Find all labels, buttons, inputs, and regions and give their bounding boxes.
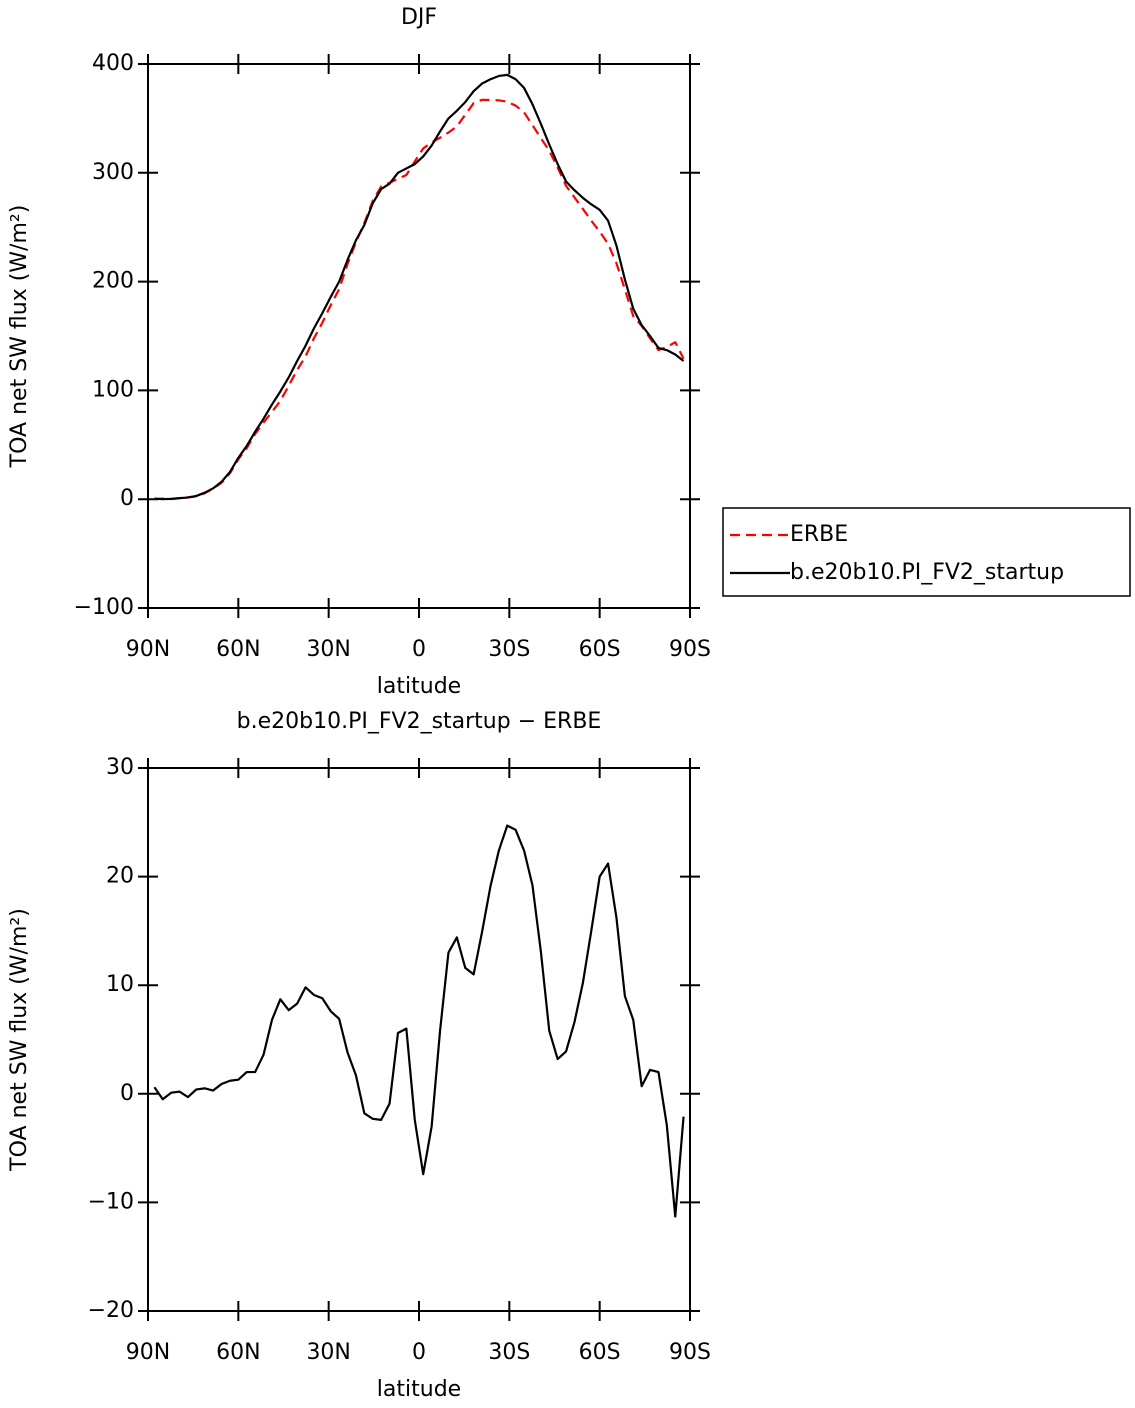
y-axis-label: TOA net SW flux (W/m²) xyxy=(7,205,32,469)
plot-frame xyxy=(147,63,691,609)
x-tick-label: 60N xyxy=(216,1340,260,1365)
x-tick-label: 90S xyxy=(669,1340,711,1365)
y-tick-label: −100 xyxy=(74,595,134,620)
x-axis-label: latitude xyxy=(377,674,461,699)
x-tick-label: 0 xyxy=(412,637,426,662)
y-tick-label: 400 xyxy=(92,51,134,76)
y-tick-label: 300 xyxy=(92,160,134,185)
x-tick-label: 90S xyxy=(669,637,711,662)
chart-title: b.e20b10.PI_FV2_startup − ERBE xyxy=(237,709,602,734)
legend-box xyxy=(722,507,1131,597)
series-line xyxy=(154,98,685,501)
legend-label: b.e20b10.PI_FV2_startup xyxy=(790,560,1064,585)
data-line xyxy=(153,824,685,1218)
x-tick-label: 30N xyxy=(306,637,350,662)
y-tick-label: 0 xyxy=(120,1081,134,1106)
y-tick-label: 200 xyxy=(92,269,134,294)
y-axis-label: TOA net SW flux (W/m²) xyxy=(7,908,32,1172)
x-tick-label: 60N xyxy=(216,637,260,662)
x-tick-label: 90N xyxy=(126,1340,170,1365)
x-tick-label: 90N xyxy=(126,637,170,662)
y-tick-label: 30 xyxy=(106,755,134,780)
panel: b.e20b10.PI_FV2_startup − ERBE latitude TO… xyxy=(7,709,711,1402)
x-tick-label: 30S xyxy=(488,1340,530,1365)
plot-frame xyxy=(147,767,691,1312)
y-tick-label: 10 xyxy=(106,972,134,997)
x-tick-label: 60S xyxy=(579,637,621,662)
x-tick-label: 60S xyxy=(579,1340,621,1365)
y-tick-label: 0 xyxy=(120,486,134,511)
x-axis-label: latitude xyxy=(377,1377,461,1402)
y-tick-label: 100 xyxy=(92,377,134,402)
x-tick-label: 30N xyxy=(306,1340,350,1365)
y-tick-label: 20 xyxy=(106,864,134,889)
legend-label: ERBE xyxy=(790,522,848,547)
y-tick-label: −20 xyxy=(88,1298,134,1323)
panel: DJF latitude TOA net SW flux (W/m²) −100 0 10… xyxy=(7,5,1131,699)
series-line xyxy=(154,73,685,501)
x-tick-label: 0 xyxy=(412,1340,426,1365)
chart-title: DJF xyxy=(401,5,437,30)
y-tick-label: −10 xyxy=(88,1189,134,1214)
x-tick-label: 30S xyxy=(488,637,530,662)
